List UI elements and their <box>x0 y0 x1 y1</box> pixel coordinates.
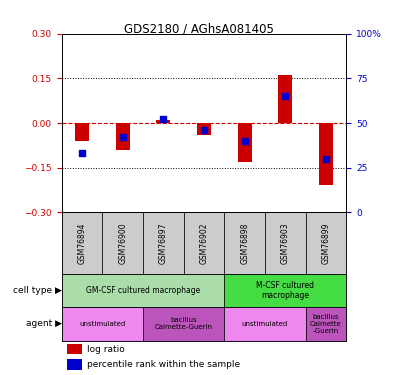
Text: GSM76903: GSM76903 <box>281 222 290 264</box>
Bar <box>75 123 89 141</box>
Bar <box>143 212 183 274</box>
Text: GSM76894: GSM76894 <box>78 222 86 264</box>
Text: GSM76900: GSM76900 <box>118 222 127 264</box>
Text: percentile rank within the sample: percentile rank within the sample <box>87 360 240 369</box>
Point <box>282 93 289 99</box>
Text: M-CSF cultured
macrophage: M-CSF cultured macrophage <box>256 280 314 300</box>
Text: bacillus
Calmette-Guerin: bacillus Calmette-Guerin <box>155 317 213 330</box>
Bar <box>62 274 224 307</box>
Text: GDS2180 / AGhsA081405: GDS2180 / AGhsA081405 <box>124 22 274 36</box>
Point <box>79 150 85 156</box>
Text: unstimulated: unstimulated <box>79 321 125 327</box>
Point <box>160 116 166 122</box>
Bar <box>67 344 82 354</box>
Bar <box>156 120 170 123</box>
Bar <box>278 75 293 123</box>
Point <box>201 127 207 133</box>
Bar <box>306 212 346 274</box>
Bar <box>143 307 224 340</box>
Text: GSM76897: GSM76897 <box>159 222 168 264</box>
Text: cell type ▶: cell type ▶ <box>13 286 62 295</box>
Bar <box>115 123 130 150</box>
Bar <box>67 359 82 370</box>
Text: log ratio: log ratio <box>87 345 125 354</box>
Text: bacillus
Calmette
-Guerin: bacillus Calmette -Guerin <box>310 314 342 334</box>
Bar <box>265 212 306 274</box>
Text: agent ▶: agent ▶ <box>26 320 62 328</box>
Text: GSM76899: GSM76899 <box>322 222 330 264</box>
Bar <box>183 212 224 274</box>
Bar <box>224 212 265 274</box>
Text: unstimulated: unstimulated <box>242 321 288 327</box>
Bar <box>224 307 306 340</box>
Point <box>323 156 329 162</box>
Text: GSM76902: GSM76902 <box>199 222 209 264</box>
Point <box>242 138 248 144</box>
Bar <box>62 212 102 274</box>
Bar <box>102 212 143 274</box>
Bar <box>319 123 333 186</box>
Bar <box>238 123 252 162</box>
Text: GM-CSF cultured macrophage: GM-CSF cultured macrophage <box>86 286 200 295</box>
Bar <box>306 307 346 340</box>
Point <box>119 134 126 140</box>
Text: GSM76898: GSM76898 <box>240 222 249 264</box>
Bar <box>197 123 211 135</box>
Bar <box>224 274 346 307</box>
Bar <box>62 307 143 340</box>
